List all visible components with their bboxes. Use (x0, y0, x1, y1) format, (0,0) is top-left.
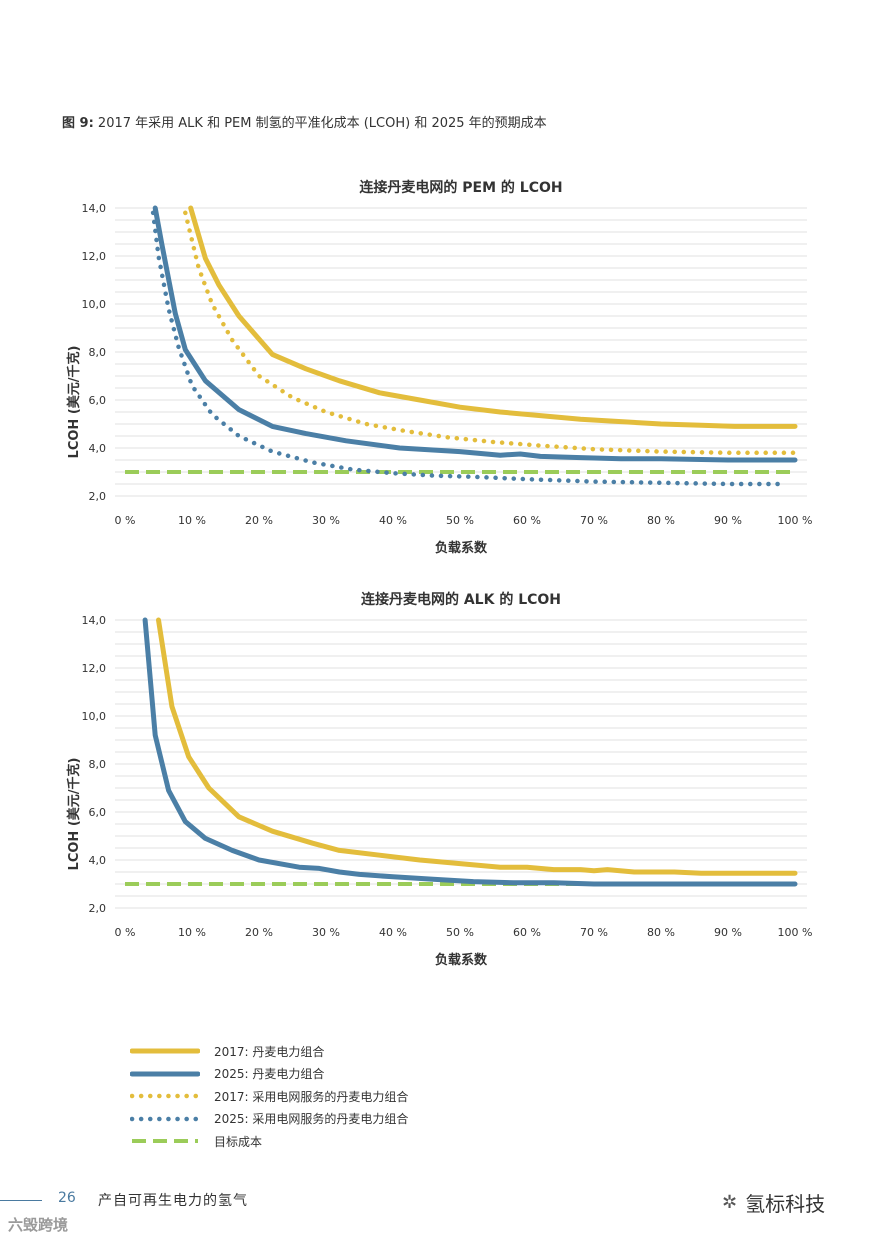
x-tick-labels: 0 % 10 % 20 % 30 % 40 % 50 % 60 % 70 % 80 % 90 % 1… (115, 514, 813, 527)
x-tick-label: 80 % (647, 514, 675, 527)
x-tick-label: 100 % (778, 514, 813, 527)
series-line-solid (156, 617, 798, 876)
legend: 2017: 丹麦电力组合 2025: 丹麦电力组合 2017: 采用电网服务的丹麦电… (130, 1040, 408, 1153)
x-tick-label: 90 % (714, 926, 742, 939)
x-tick-label: 10 % (178, 514, 206, 527)
y-tick-label: 14,0 (82, 614, 107, 627)
legend-label: 2025: 丹麦电力组合 (214, 1067, 325, 1082)
legend-swatch (132, 1139, 198, 1144)
figure-caption: 图 9: 2017 年采用 ALK 和 PEM 制氢的平准化成本 (LCOH) … (62, 112, 547, 131)
wechat-icon: ✲ (722, 1192, 738, 1213)
legend-item: 2025: 丹麦电力组合 (130, 1063, 408, 1086)
x-tick-label: 30 % (312, 926, 340, 939)
x-tick-label: 30 % (312, 514, 340, 527)
y-tick-label: 4,0 (89, 442, 107, 455)
x-tick-label: 70 % (580, 926, 608, 939)
x-tick-label: 50 % (446, 514, 474, 527)
series-line-solid (188, 205, 798, 429)
x-axis-label: 负载系数 (435, 952, 488, 968)
y-axis-label: LCOH (美元/千克) (66, 346, 82, 459)
grid-lines (115, 619, 807, 909)
y-tick-label: 12,0 (82, 662, 107, 675)
x-tick-label: 0 % (115, 514, 136, 527)
y-tick-label: 8,0 (89, 346, 107, 359)
y-tick-label: 6,0 (89, 394, 107, 407)
legend-label: 2017: 采用电网服务的丹麦电力组合 (214, 1089, 409, 1104)
grid-lines (115, 207, 807, 497)
x-tick-label: 50 % (446, 926, 474, 939)
x-tick-label: 70 % (580, 514, 608, 527)
legend-swatch (130, 1116, 200, 1121)
watermark-left: 六毁跨境 (8, 1216, 69, 1234)
legend-item: 目标成本 (130, 1130, 408, 1153)
x-tick-label: 20 % (245, 926, 273, 939)
figure-caption-text: 2017 年采用 ALK 和 PEM 制氢的平准化成本 (LCOH) 和 202… (97, 116, 547, 131)
watermark-right: ✲ 氢标科技 (722, 1188, 825, 1217)
y-tick-label: 12,0 (82, 250, 107, 263)
x-tick-label: 90 % (714, 514, 742, 527)
page-footer: 26 产自可再生电力的氢气 六毁跨境 ✲ 氢标科技 (0, 1188, 874, 1240)
x-tick-labels: 0 % 10 % 20 % 30 % 40 % 50 % 60 % 70 % 80 % 90 % 1… (115, 926, 813, 939)
chart-title: 连接丹麦电网的 ALK 的 LCOH (361, 591, 561, 608)
watermark-right-text: 氢标科技 (745, 1192, 826, 1216)
y-tick-label: 14,0 (82, 202, 107, 215)
footer-rule (0, 1200, 42, 1201)
page-number: 26 (58, 1190, 76, 1206)
y-tick-label: 10,0 (82, 298, 107, 311)
x-tick-label: 80 % (647, 926, 675, 939)
legend-label: 目标成本 (214, 1134, 263, 1149)
x-tick-label: 60 % (513, 514, 541, 527)
series-line-solid (152, 205, 798, 463)
y-axis-label: LCOH (美元/千克) (66, 758, 82, 871)
x-tick-label: 60 % (513, 926, 541, 939)
legend-item: 2025: 采用电网服务的丹麦电力组合 (130, 1108, 408, 1131)
x-tick-label: 10 % (178, 926, 206, 939)
y-tick-label: 8,0 (89, 758, 107, 771)
x-tick-label: 20 % (245, 514, 273, 527)
legend-swatch (130, 1094, 200, 1099)
series-line-solid (142, 617, 798, 887)
y-tick-label: 2,0 (89, 490, 107, 503)
series-line-dotted (183, 210, 798, 456)
legend-swatch (130, 1048, 200, 1054)
x-tick-label: 100 % (778, 926, 813, 939)
y-tick-label: 10,0 (82, 710, 107, 723)
legend-item: 2017: 采用电网服务的丹麦电力组合 (130, 1085, 408, 1108)
y-tick-label: 6,0 (89, 806, 107, 819)
y-tick-label: 4,0 (89, 854, 107, 867)
series-line-dotted (150, 210, 784, 487)
y-tick-labels: 14,0 12,0 10,0 8,0 6,0 4,0 2,0 (82, 614, 107, 915)
legend-item: 2017: 丹麦电力组合 (130, 1040, 408, 1063)
legend-label: 2017: 丹麦电力组合 (214, 1044, 325, 1059)
y-tick-label: 2,0 (89, 902, 107, 915)
legend-label: 2025: 采用电网服务的丹麦电力组合 (214, 1112, 409, 1127)
chart-title: 连接丹麦电网的 PEM 的 LCOH (359, 179, 562, 196)
pem-lcoh-chart: 连接丹麦电网的 PEM 的 LCOH 14,0 12,0 10,0 8,0 6,0 4,0… (66, 179, 813, 556)
x-axis-label: 负载系数 (435, 540, 488, 556)
x-tick-label: 0 % (115, 926, 136, 939)
document-title: 产自可再生电力的氢气 (98, 1193, 248, 1209)
alk-lcoh-chart: 连接丹麦电网的 ALK 的 LCOH 14,0 12,0 10,0 8,0 6,0 4,0… (66, 591, 813, 968)
legend-swatch (130, 1071, 200, 1077)
series-lines (125, 205, 798, 487)
x-tick-label: 40 % (379, 926, 407, 939)
x-tick-label: 40 % (379, 514, 407, 527)
figure-label: 图 9: (62, 116, 94, 131)
y-tick-labels: 14,0 12,0 10,0 8,0 6,0 4,0 2,0 (82, 202, 107, 503)
series-lines (125, 617, 798, 887)
